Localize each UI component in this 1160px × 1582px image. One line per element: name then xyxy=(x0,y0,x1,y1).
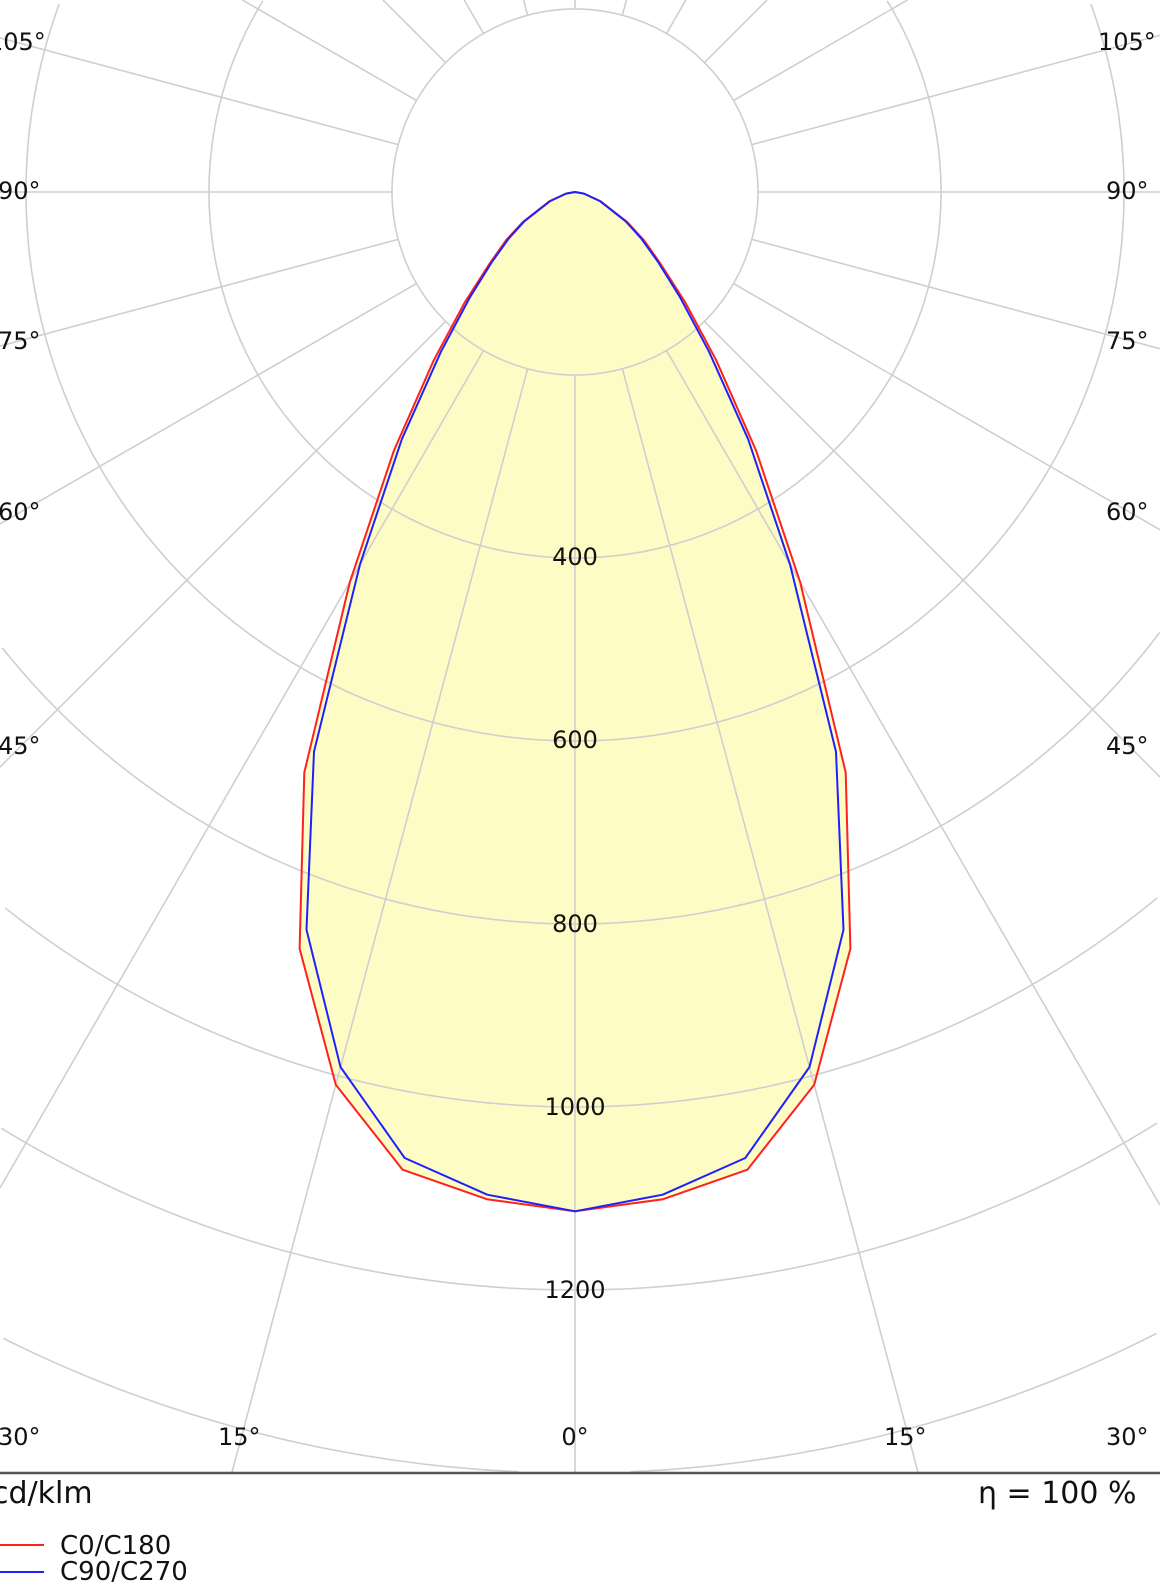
radial-tick-label: 400 xyxy=(552,543,598,571)
angle-label: 45° xyxy=(0,732,41,760)
angle-label: 15° xyxy=(218,1423,261,1451)
grid-ring xyxy=(575,1122,1158,1291)
angle-label: 15° xyxy=(884,1423,927,1451)
grid-ring xyxy=(25,3,575,742)
radial-tick-label: 1200 xyxy=(544,1276,605,1304)
grid-spoke xyxy=(703,0,768,64)
efficiency-label: η = 100 % xyxy=(978,1476,1137,1511)
angle-label: 75° xyxy=(1106,327,1149,355)
grid-spoke xyxy=(733,0,908,102)
angle-label: 30° xyxy=(1106,1423,1149,1451)
unit-label: cd/klm xyxy=(0,1476,93,1511)
radial-tick-label: 1000 xyxy=(544,1093,605,1121)
grid-spoke xyxy=(231,368,529,1473)
grid-ring xyxy=(575,0,942,559)
angle-label: 60° xyxy=(0,498,41,526)
grid-ring xyxy=(4,907,575,1108)
angle-label: 0° xyxy=(561,1423,588,1451)
grid-ring xyxy=(575,3,1125,742)
grid-ring xyxy=(0,1127,575,1291)
grid-spoke xyxy=(382,0,447,64)
grid-spoke xyxy=(0,37,399,146)
grid-spoke xyxy=(733,282,1160,531)
angle-label: 90° xyxy=(1106,177,1149,205)
grid-spoke xyxy=(703,320,1160,778)
grid-spoke xyxy=(751,238,1160,350)
angle-label: 30° xyxy=(0,1423,41,1451)
grid-ring xyxy=(3,1337,520,1473)
grid-ring xyxy=(1,647,575,925)
grid-spoke xyxy=(621,368,919,1473)
angle-label: 45° xyxy=(1106,732,1149,760)
grid-spoke xyxy=(665,350,1160,1206)
angle-label: 60° xyxy=(1106,498,1149,526)
grid-ring xyxy=(575,897,1158,1108)
grid-spoke xyxy=(463,0,485,34)
grid-spoke xyxy=(0,350,485,1189)
angle-label: 75° xyxy=(0,327,41,355)
grid-ring xyxy=(208,0,575,559)
grid-ring xyxy=(575,632,1160,925)
angle-label: 105° xyxy=(1098,28,1156,56)
grid-spoke xyxy=(621,0,628,16)
series-curve-c90-c270 xyxy=(305,191,845,1213)
legend-label-c90: C90/C270 xyxy=(60,1557,188,1582)
grid-spoke xyxy=(0,320,447,768)
grid-spoke xyxy=(0,238,399,347)
radial-tick-label: 600 xyxy=(552,726,598,754)
radial-tick-label: 800 xyxy=(552,910,598,938)
grid-ring xyxy=(630,1332,1157,1473)
angle-label: 90° xyxy=(0,177,41,205)
angle-label: 105° xyxy=(0,28,46,56)
grid-spoke xyxy=(665,0,687,34)
grid-spoke xyxy=(0,282,417,525)
legend-label-c0: C0/C180 xyxy=(60,1531,171,1561)
grid-spoke xyxy=(751,34,1160,146)
grid-spoke xyxy=(242,0,417,102)
legend: C0/C180 C90/C270 xyxy=(0,1531,188,1582)
grid-spoke xyxy=(522,0,529,16)
